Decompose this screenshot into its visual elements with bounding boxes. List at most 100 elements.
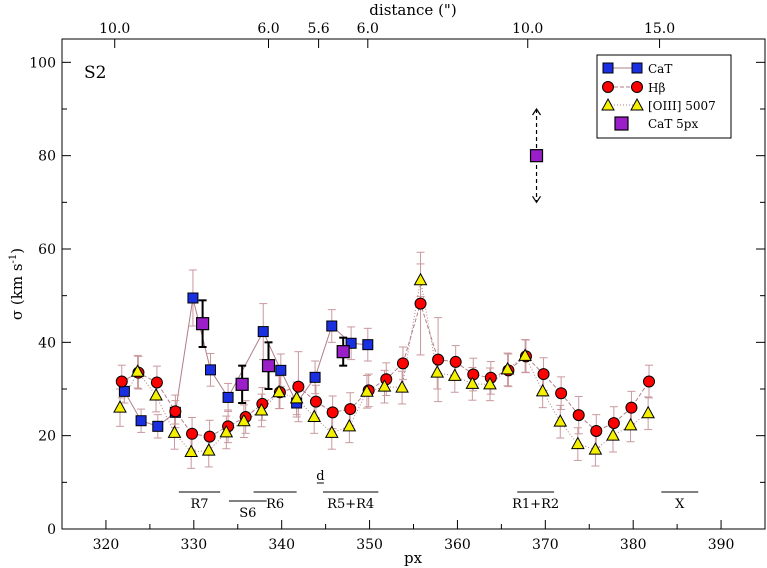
legend-entry-cat5px: CaT 5px [614, 116, 698, 131]
legend-entry-hbeta: Hβ [602, 81, 665, 95]
hbeta-point [309, 395, 322, 408]
oiii-point [500, 361, 515, 375]
x-tick-label: 390 [708, 537, 735, 553]
region-label: R1+R2 [512, 497, 559, 512]
hbeta-point [449, 355, 462, 368]
cat-point [187, 292, 199, 304]
top-tick-label: 5.6 [307, 21, 329, 37]
oiii-point [307, 409, 322, 422]
y-axis-label-close: ) [8, 248, 26, 254]
oiii-point [553, 414, 568, 427]
top-tick-label: 10.0 [512, 21, 543, 37]
oiii-point [237, 413, 251, 427]
series-lines [119, 280, 650, 453]
oiii-point [641, 405, 655, 419]
x-tick-label: 330 [180, 537, 207, 553]
oiii-point [570, 436, 585, 450]
region-label: X [675, 497, 685, 512]
top-tick-label: 6.0 [257, 21, 279, 37]
outlier-arrow-up [532, 107, 542, 116]
y-tick-label: 60 [38, 242, 56, 258]
oiii-point [184, 444, 199, 457]
hbeta-point [643, 375, 656, 388]
region-label: S6 [239, 506, 256, 521]
legend-marker-square [602, 62, 614, 74]
cat-point [362, 339, 374, 351]
oiii-point [360, 384, 374, 397]
x-tick-label: 320 [93, 537, 120, 553]
top-axis-ticks: 10.0 6.0 5.6 6.0 10.0 15.0 [99, 21, 675, 48]
legend-label-oiii: [OIII] 5007 [648, 99, 716, 113]
legend-label-cat5px: CaT 5px [648, 117, 698, 131]
legend-marker-triangle [601, 97, 615, 111]
oiii-point [201, 443, 216, 456]
hbeta-point [625, 401, 638, 414]
hbeta-point [115, 375, 128, 388]
x-tick-label: 370 [532, 537, 559, 553]
cat-point [222, 391, 234, 403]
x-tick-label: 340 [268, 537, 295, 553]
cat5px-point [336, 345, 350, 359]
region-markers: R7 S6 R6 dR5+R4 R1+R2 X [178, 469, 699, 521]
cat5px-outlier-point [529, 149, 544, 163]
oiii-point [272, 384, 286, 398]
oiii-point [430, 365, 445, 378]
panel-label: S2 [84, 63, 106, 83]
region-label: R5+R4 [327, 497, 374, 512]
oiii-point [377, 379, 392, 392]
oiii-point [465, 376, 480, 389]
oiii-point [324, 425, 339, 438]
oiii-point [483, 376, 497, 390]
hbeta-point [292, 380, 305, 393]
series-line [119, 280, 649, 453]
y-axis-label-sup: -1 [8, 254, 19, 264]
hbeta-point [590, 425, 603, 437]
x-axis-ticks: 320 330 340 350 360 370 380 390 [61, 520, 766, 553]
y-axis-ticks: 0 20 40 60 80 100 [29, 55, 765, 538]
region-label: R6 [266, 497, 284, 512]
y-tick-label: 20 [38, 429, 56, 445]
hbeta-point [396, 357, 409, 370]
y-tick-label: 0 [47, 522, 56, 538]
oiii-point [113, 400, 127, 413]
cat-point [152, 420, 164, 432]
legend: CaT Hβ [OIII] 5007 CaT 5px [596, 54, 732, 139]
x-tick-label: 350 [356, 537, 383, 553]
hbeta-point [344, 403, 357, 416]
top-tick-label: 15.0 [644, 21, 675, 37]
top-tick-label: 10.0 [99, 21, 130, 37]
cat-point [257, 326, 269, 338]
outlier-arrow-down [532, 196, 542, 204]
region-label: d [316, 469, 324, 484]
cat-point [326, 320, 338, 332]
hbeta-point [537, 368, 550, 381]
y-tick-label: 100 [29, 55, 56, 71]
cat5px-point [235, 377, 249, 391]
oiii-point [130, 364, 145, 377]
cat-point [205, 364, 217, 376]
legend-entry-oiii: [OIII] 5007 [601, 97, 716, 113]
oiii-point [588, 442, 603, 455]
hbeta-point [169, 405, 182, 418]
hbeta-point [432, 353, 445, 366]
top-axis-label: distance (") [369, 1, 456, 19]
top-tick-label: 6.0 [357, 21, 379, 37]
y-tick-label: 40 [38, 335, 56, 351]
oiii-point [254, 402, 269, 416]
cat-point [345, 337, 357, 349]
legend-marker-bigsquare [614, 116, 629, 131]
hbeta-point [203, 430, 216, 443]
oiii-point [289, 390, 304, 404]
oiii-point [606, 428, 620, 441]
x-tick-label: 380 [620, 537, 647, 553]
oiii-point [342, 418, 357, 432]
hbeta-point [414, 297, 427, 310]
y-axis-label: σ (km s-1) [8, 248, 26, 320]
legend-label-cat: CaT [648, 62, 672, 76]
hbeta-point [572, 409, 585, 422]
legend-label-hbeta: Hβ [648, 81, 665, 95]
hbeta-point [186, 427, 199, 440]
y-axis-label-main: σ (km s [8, 263, 26, 320]
hbeta-point [150, 376, 163, 389]
